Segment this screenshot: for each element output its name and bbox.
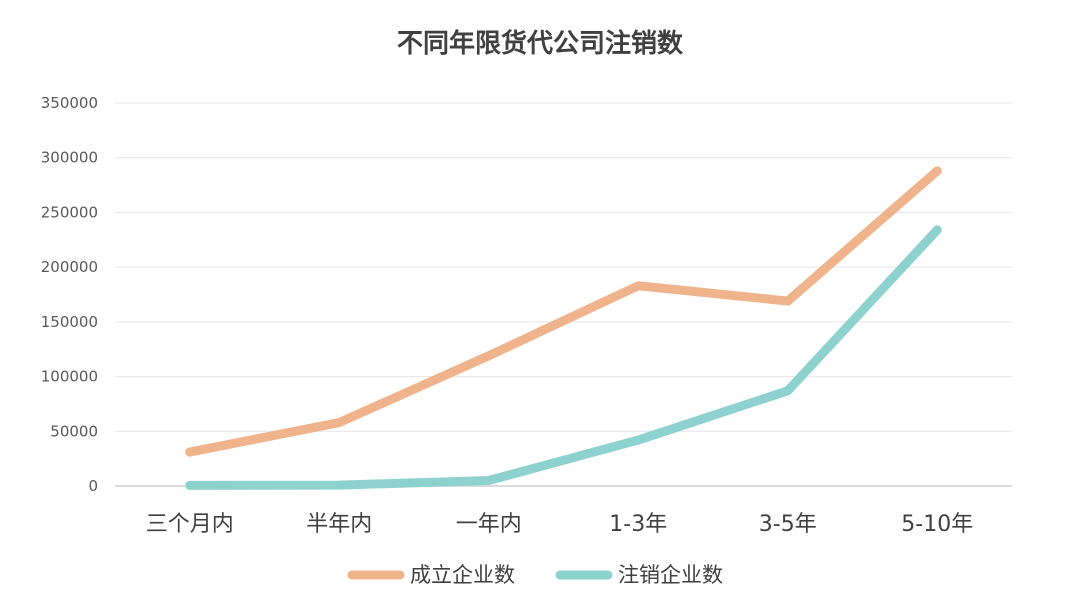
grid-lines (115, 102, 1012, 487)
chart-title: 不同年限货代公司注销数 (397, 28, 684, 59)
data-point (484, 476, 494, 486)
x-tick-label: 一年内 (456, 512, 522, 537)
x-axis-ticks: 三个月内 半年内 一年内 1-3年 3-5年 5-10年 (146, 512, 973, 537)
legend-label: 成立企业数 (410, 563, 515, 587)
data-point (783, 296, 793, 306)
x-tick-label: 三个月内 (146, 512, 234, 537)
data-point (185, 480, 195, 490)
series-line-2 (185, 225, 942, 490)
y-tick-label: 0 (88, 477, 98, 495)
data-point (334, 480, 344, 490)
series-line-1 (185, 166, 942, 457)
data-point (185, 447, 195, 457)
data-point (633, 281, 643, 291)
y-tick-label: 350000 (41, 94, 98, 112)
y-tick-label: 300000 (41, 149, 98, 167)
y-tick-label: 50000 (50, 422, 98, 440)
x-tick-label: 半年内 (306, 512, 372, 537)
y-tick-label: 100000 (41, 368, 98, 386)
series-lines (185, 166, 942, 490)
x-tick-label: 1-3年 (609, 512, 667, 537)
data-point (334, 418, 344, 428)
y-tick-label: 150000 (41, 313, 98, 331)
x-tick-label: 3-5年 (759, 512, 817, 537)
data-point (932, 166, 942, 176)
data-point (633, 435, 643, 445)
y-tick-label: 200000 (41, 258, 98, 276)
data-point (932, 225, 942, 235)
data-point (484, 351, 494, 361)
legend: 成立企业数 注销企业数 (347, 563, 723, 587)
y-tick-label: 250000 (41, 203, 98, 221)
data-point (783, 386, 793, 396)
x-tick-label: 5-10年 (901, 512, 973, 537)
y-axis-ticks: 0 50000 100000 150000 200000 250000 300000 3500… (41, 94, 98, 495)
legend-label: 注销企业数 (618, 563, 723, 587)
